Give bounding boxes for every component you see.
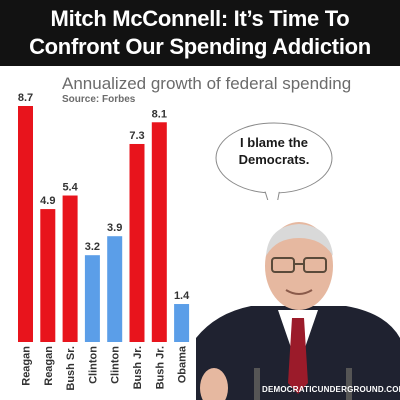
bar-6 [129, 143, 145, 342]
category-label-8: Obama [177, 345, 189, 383]
category-label-6: Bush Jr. [132, 346, 144, 389]
bar-value-label-5: 3.9 [107, 222, 122, 234]
category-label-2: Reagan [43, 346, 55, 386]
bar-7 [151, 122, 167, 342]
speaker-photo [196, 222, 400, 400]
bar-8 [174, 304, 190, 342]
bar-2 [40, 209, 56, 342]
headline-line-2: Confront Our Spending Addiction [29, 34, 371, 59]
bar-value-label-4: 3.2 [85, 241, 100, 253]
speech-line-1: I blame the [240, 135, 308, 150]
bar-value-label-7: 8.1 [152, 108, 167, 120]
microphone-right [346, 368, 352, 400]
hair-shape [266, 224, 333, 256]
bar-value-label-6: 7.3 [129, 130, 144, 142]
bar-value-label-3: 5.4 [62, 182, 78, 194]
mouth-shape [285, 289, 313, 295]
bar-value-label-2: 4.9 [40, 195, 55, 207]
bar-3 [62, 195, 78, 342]
bar-value-label-1: 8.7 [18, 92, 33, 104]
headline-banner: Mitch McConnell: It’s Time To Confront O… [0, 0, 400, 66]
bar-value-label-8: 1.4 [174, 290, 190, 302]
category-label-1: Reagan [21, 346, 33, 386]
category-label-5: Clinton [110, 346, 122, 384]
tie-shape [288, 318, 308, 394]
headline-line-1: Mitch McConnell: It’s Time To [50, 6, 350, 31]
speech-line-2: Democrats. [238, 152, 310, 167]
category-label-7: Bush Jr. [154, 346, 166, 389]
chart-source: Source: Forbes [62, 94, 136, 105]
category-label-3: Bush Sr. [65, 346, 77, 391]
speech-bubble [215, 122, 333, 200]
hand-shape [200, 368, 228, 400]
microphone-left [254, 368, 260, 400]
bar-1 [18, 106, 33, 342]
face-shape [265, 222, 333, 310]
watermark-text: DEMOCRATICUNDERGROUND.COM [262, 385, 400, 394]
bar-4 [84, 255, 100, 342]
category-label-4: Clinton [87, 346, 99, 384]
speech-bubble-text: I blame the Democrats. [222, 134, 326, 168]
chart-title: Annualized growth of federal spending [62, 74, 352, 93]
bar-5 [107, 236, 123, 342]
